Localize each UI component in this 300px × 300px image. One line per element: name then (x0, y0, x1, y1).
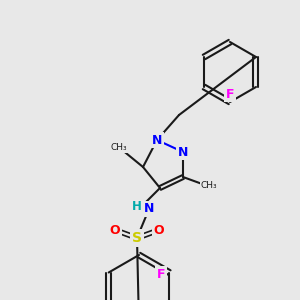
Text: F: F (157, 268, 166, 281)
Text: N: N (178, 146, 188, 158)
Text: N: N (144, 202, 154, 215)
Text: N: N (152, 134, 162, 146)
Text: CH₃: CH₃ (201, 181, 217, 190)
Text: CH₃: CH₃ (111, 143, 127, 152)
Text: O: O (110, 224, 120, 236)
Text: O: O (154, 224, 164, 236)
Text: H: H (132, 200, 142, 212)
Text: S: S (132, 231, 142, 245)
Text: F: F (226, 88, 234, 100)
